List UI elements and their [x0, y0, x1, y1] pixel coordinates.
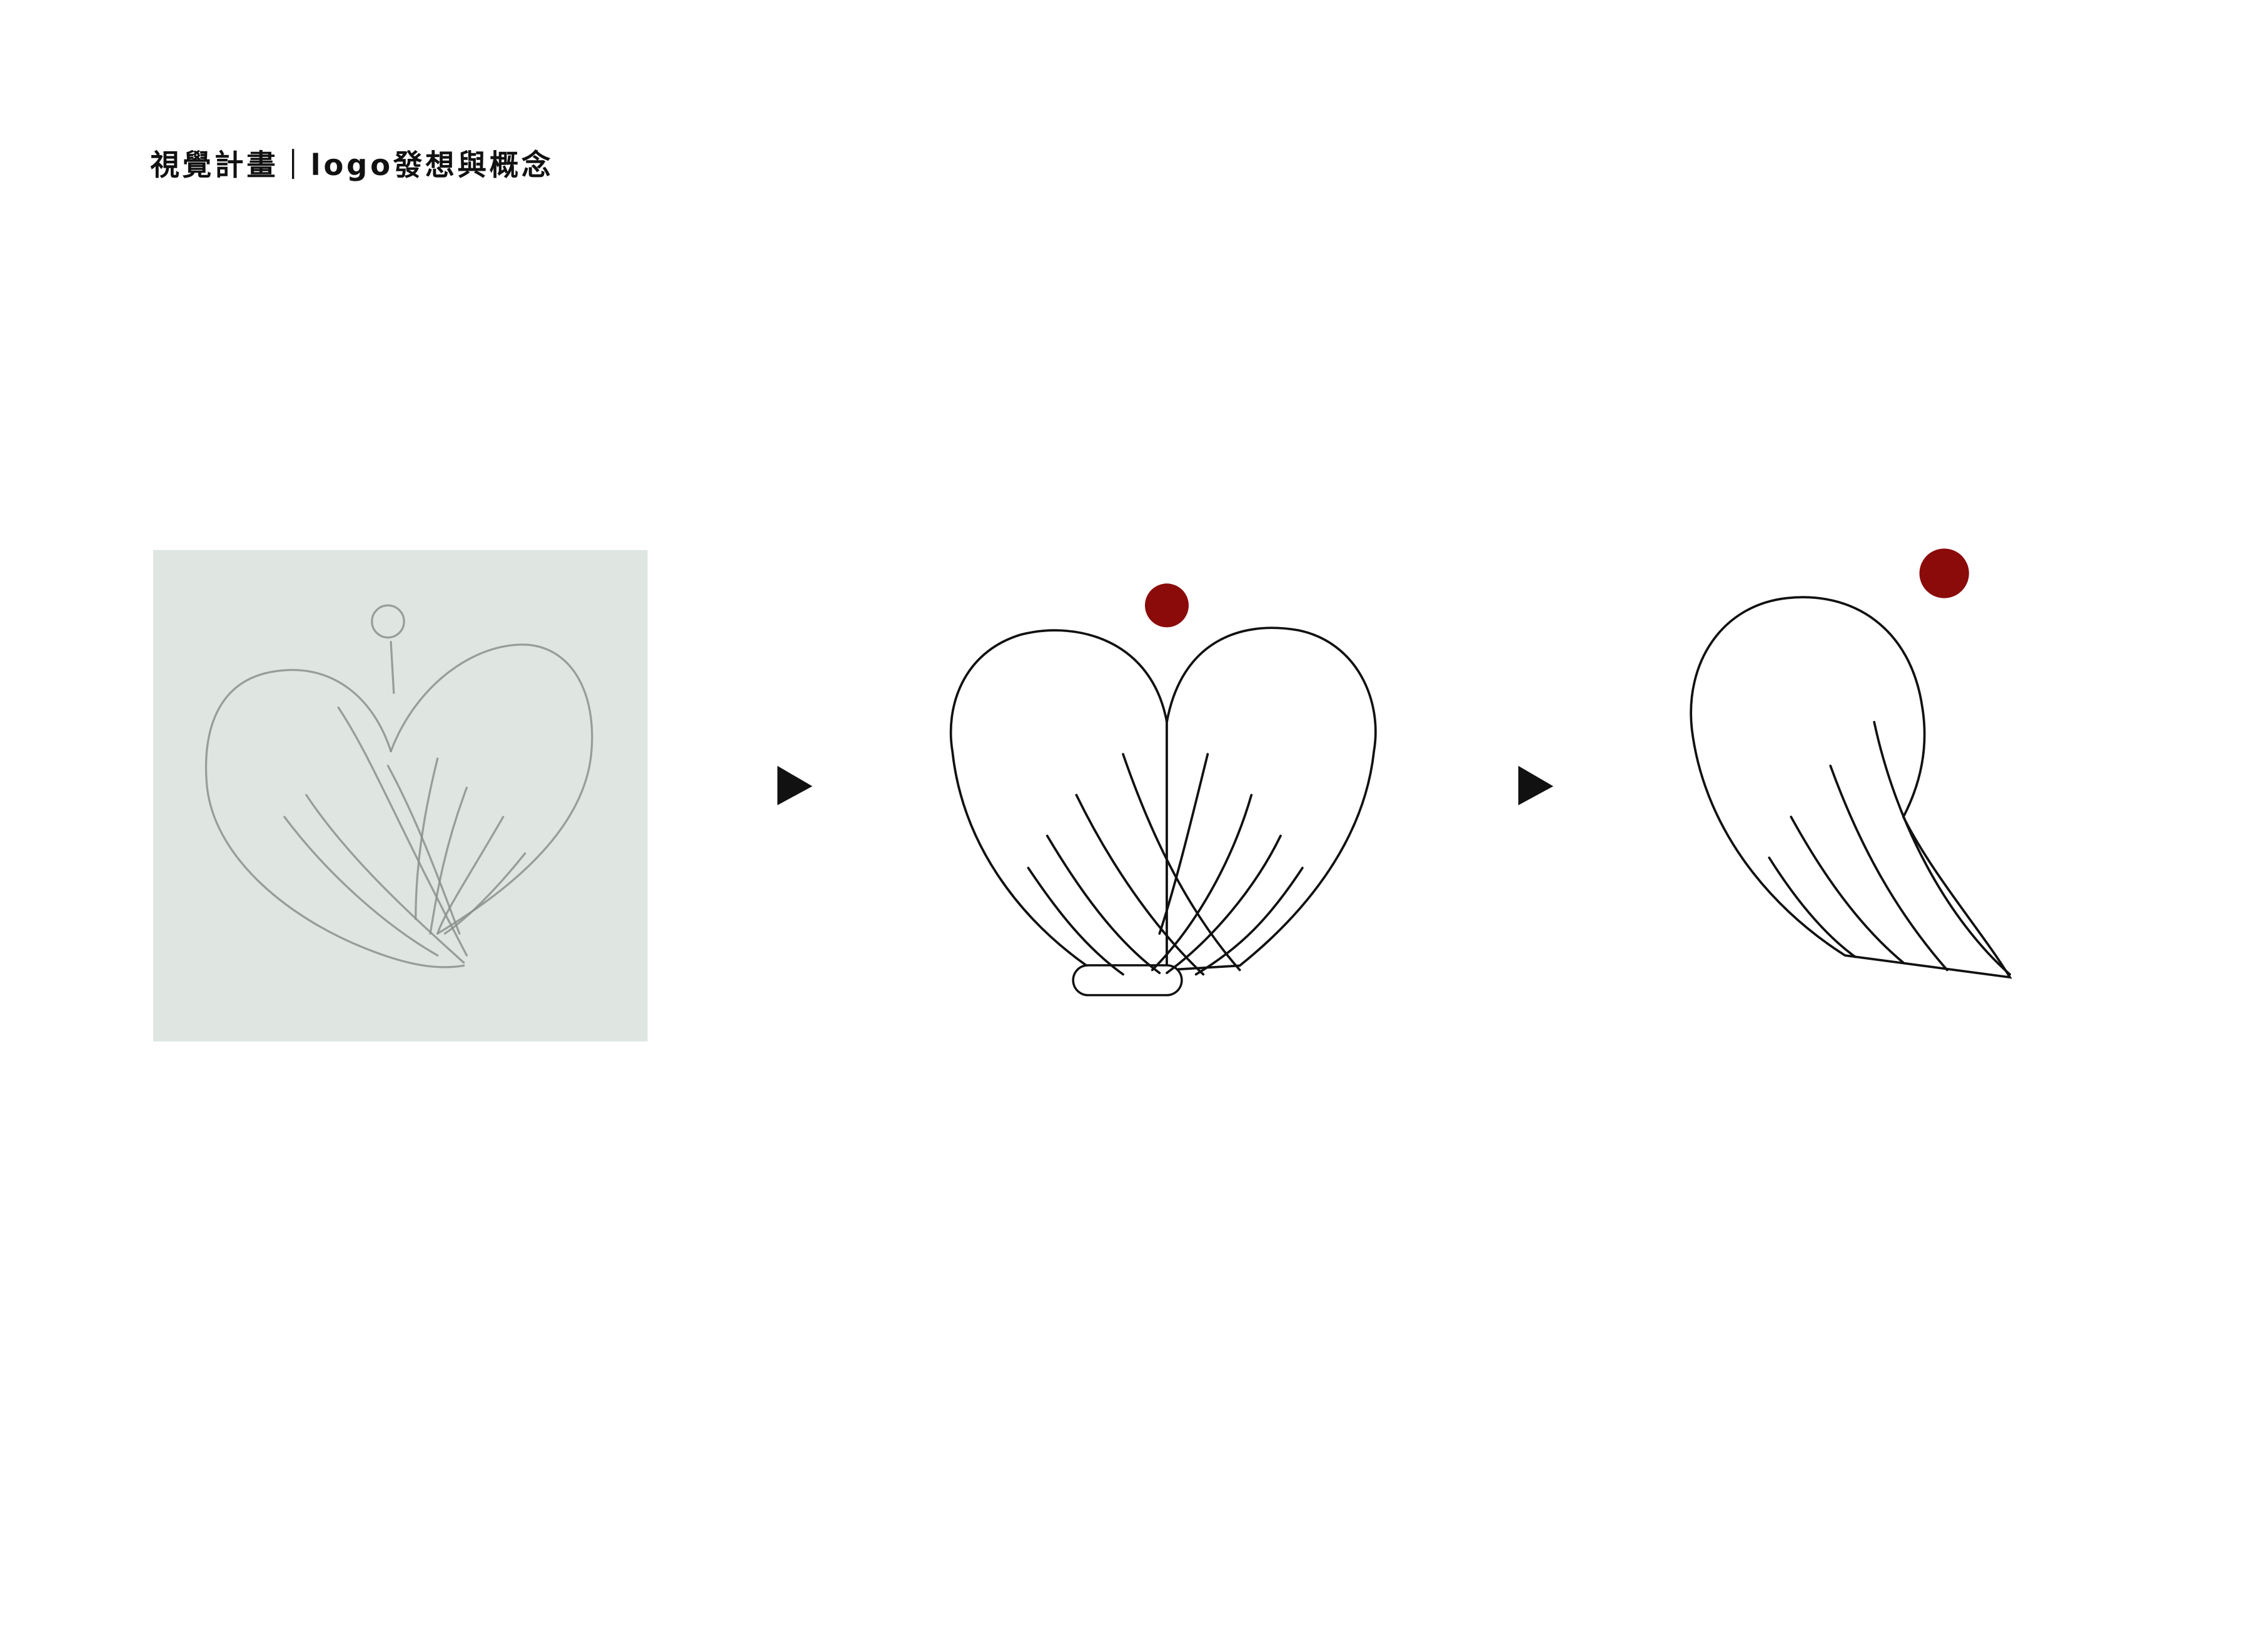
- left-fingers: [1027, 753, 1241, 976]
- sketch-left-lobe: [204, 668, 465, 968]
- right-fingers: [1151, 753, 1304, 976]
- sketch-right-lobe: [390, 643, 593, 935]
- right-palm: [1166, 626, 1377, 972]
- sketch-fingers-left: [283, 706, 468, 964]
- red-dot: [1144, 583, 1189, 628]
- sketch-circle: [371, 604, 405, 639]
- logo-draft-heart: [949, 583, 1377, 997]
- sketch-line: [390, 640, 395, 694]
- left-palm: [949, 629, 1168, 972]
- sketch-paper: [153, 550, 648, 1042]
- fingers: [1768, 721, 2012, 976]
- logo-draft-single: [1690, 548, 2012, 979]
- sketch-photo: [153, 550, 648, 1042]
- arrow: [777, 765, 813, 805]
- sketch-fingers-right: [415, 757, 527, 935]
- red-dot: [1919, 548, 1969, 598]
- arrow: [1518, 765, 1554, 805]
- page-title: 視覺計畫｜logo發想與概念: [150, 148, 553, 182]
